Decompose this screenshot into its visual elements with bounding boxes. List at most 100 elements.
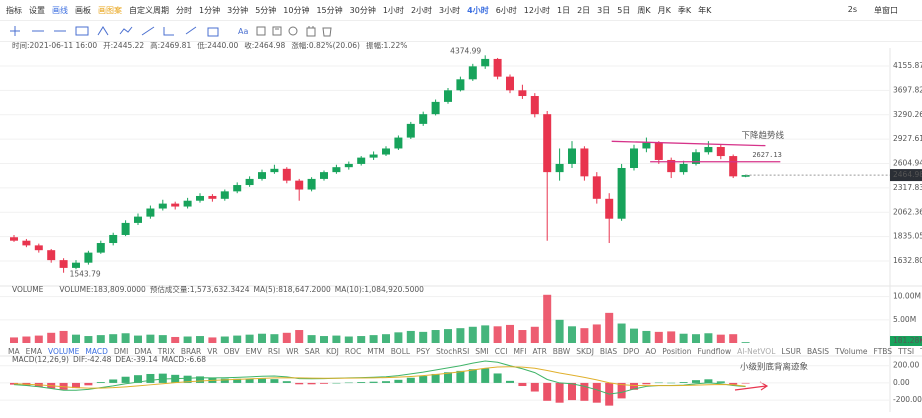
period-button[interactable]: 4小时 bbox=[467, 5, 489, 15]
indicator-tab[interactable]: DMI bbox=[113, 346, 129, 356]
trend-line-label: 下降趋势线 bbox=[741, 130, 784, 141]
period-button[interactable]: 月K bbox=[657, 5, 671, 15]
indicator-tab[interactable]: VOLUME bbox=[47, 346, 80, 356]
period-button[interactable]: 1日 bbox=[556, 5, 571, 15]
text-tool[interactable]: Aa bbox=[238, 26, 249, 36]
period-button[interactable]: 10分钟 bbox=[283, 5, 310, 15]
macd-header: MACD(12,26,9) bbox=[12, 355, 69, 364]
indicator-tab[interactable]: DMA bbox=[134, 346, 152, 356]
candle-body bbox=[171, 203, 180, 207]
macd-histogram-bar bbox=[692, 380, 700, 383]
period-button[interactable]: 15分钟 bbox=[316, 5, 343, 15]
candle-body bbox=[220, 191, 229, 199]
toolbar-right-item[interactable]: 2s bbox=[847, 4, 857, 14]
price-tick-label: 3290.26 bbox=[893, 110, 922, 119]
macd-histogram-bar bbox=[158, 373, 167, 383]
indicator-tab[interactable]: BIAS bbox=[599, 346, 618, 356]
indicator-tab[interactable]: KDJ bbox=[325, 346, 339, 356]
indicator-tab[interactable]: VR bbox=[207, 346, 218, 356]
indicator-tab[interactable]: SAR bbox=[304, 346, 320, 356]
candle-body bbox=[233, 185, 242, 192]
indicator-tab[interactable]: StochRSI bbox=[435, 346, 470, 356]
macd-histogram-bar bbox=[109, 379, 118, 383]
period-button[interactable]: 3日 bbox=[597, 5, 611, 15]
indicator-tab[interactable]: PSY bbox=[416, 346, 430, 356]
volume-bar bbox=[468, 326, 477, 343]
indicator-tab[interactable]: OBV bbox=[223, 346, 240, 356]
tool-button[interactable]: 画板 bbox=[75, 5, 91, 15]
indicator-tab[interactable]: EMV bbox=[245, 346, 262, 356]
period-button[interactable]: 30分钟 bbox=[349, 5, 376, 15]
macd-histogram-bar bbox=[729, 382, 738, 385]
indicator-tab[interactable]: Position bbox=[662, 346, 692, 356]
indicator-tab[interactable]: BRAR bbox=[180, 346, 202, 356]
indicator-tab[interactable]: AO bbox=[645, 346, 657, 356]
period-button[interactable]: 1小时 bbox=[382, 5, 404, 15]
period-button[interactable]: 2小时 bbox=[410, 5, 433, 15]
candle-body bbox=[617, 167, 626, 219]
macd-tick-label: 200.00 bbox=[893, 361, 919, 370]
indicator-tab[interactable]: FTBS bbox=[873, 346, 893, 356]
indicator-tab[interactable]: Fundflow bbox=[697, 346, 732, 356]
tool-button[interactable]: 画线 bbox=[52, 5, 68, 15]
volume-bar bbox=[617, 323, 626, 343]
indicator-tab[interactable]: MFI bbox=[513, 346, 527, 356]
period-button[interactable]: 2日 bbox=[577, 5, 591, 15]
toolbar-right-item[interactable]: 单窗口 bbox=[874, 5, 898, 15]
indicator-tab[interactable]: DPO bbox=[623, 346, 640, 356]
indicator-tab[interactable]: EMA bbox=[25, 346, 42, 356]
period-button[interactable]: 3分钟 bbox=[227, 5, 249, 15]
tool-button[interactable]: 画图案 bbox=[98, 5, 122, 15]
candle-body bbox=[530, 96, 539, 115]
macd-annotation: 小级别底背离迹象 bbox=[740, 362, 809, 373]
period-button[interactable]: 1分钟 bbox=[199, 5, 221, 15]
indicator-tab[interactable]: MA bbox=[8, 346, 20, 356]
period-button[interactable]: 3小时 bbox=[439, 5, 461, 15]
volume-bar bbox=[406, 330, 415, 343]
indicator-tab[interactable]: BBW bbox=[552, 346, 571, 356]
period-button[interactable]: 季K bbox=[677, 5, 692, 15]
candle-body bbox=[518, 90, 527, 97]
indicator-tab[interactable]: TTMU bbox=[920, 347, 922, 356]
volume-bar bbox=[481, 325, 490, 343]
period-button[interactable]: 5分钟 bbox=[255, 5, 277, 15]
macd-histogram-bar bbox=[630, 382, 638, 390]
period-button[interactable]: 周K bbox=[637, 5, 651, 15]
macd-histogram-bar bbox=[506, 380, 514, 383]
period-button[interactable]: 分时 bbox=[176, 5, 192, 15]
volume-bar bbox=[121, 333, 130, 343]
indicator-tab[interactable]: AI-NetVOL bbox=[737, 346, 776, 356]
volume-bar bbox=[22, 336, 31, 343]
period-button[interactable]: 6小时 bbox=[495, 5, 517, 15]
candle-body bbox=[456, 79, 465, 91]
indicator-tab[interactable]: TRIX bbox=[157, 346, 175, 356]
indicator-tab[interactable]: BOLL bbox=[390, 346, 411, 356]
volume-bar bbox=[555, 319, 564, 343]
tool-button[interactable]: 设置 bbox=[29, 5, 45, 15]
indicator-tab[interactable]: TTSI bbox=[898, 346, 915, 356]
macd-histogram-bar bbox=[419, 376, 428, 383]
candle-body bbox=[630, 148, 638, 168]
indicator-tab[interactable]: BASIS bbox=[807, 346, 830, 356]
indicator-tab[interactable]: SMI bbox=[475, 346, 489, 356]
indicator-tab[interactable]: MACD bbox=[85, 346, 108, 356]
indicator-tab[interactable]: TVolume bbox=[835, 346, 868, 356]
volume-bar bbox=[258, 333, 266, 343]
indicator-tab[interactable]: WR bbox=[286, 346, 299, 356]
period-button[interactable]: 12小时 bbox=[523, 5, 550, 15]
period-button[interactable]: 年K bbox=[698, 5, 712, 15]
indicator-tab[interactable]: LSUR bbox=[781, 346, 802, 356]
period-button[interactable]: 自定义周期 bbox=[129, 5, 169, 15]
indicator-tab[interactable]: MTM bbox=[367, 346, 385, 356]
macd-header: MACD:-6.68 bbox=[162, 355, 207, 364]
volume-bar bbox=[233, 335, 242, 343]
indicator-tab[interactable]: SKDJ bbox=[576, 346, 594, 356]
indicator-tab[interactable]: RSI bbox=[267, 346, 281, 356]
macd-tick-label: -200.00 bbox=[893, 395, 922, 404]
indicator-tab[interactable]: CCI bbox=[494, 346, 508, 356]
period-button[interactable]: 5日 bbox=[617, 5, 631, 15]
price-tick-label: 2317.83 bbox=[893, 183, 922, 192]
indicator-tab[interactable]: ATR bbox=[532, 346, 547, 356]
tool-button[interactable]: 指标 bbox=[6, 5, 22, 15]
indicator-tab[interactable]: ROC bbox=[344, 346, 362, 356]
